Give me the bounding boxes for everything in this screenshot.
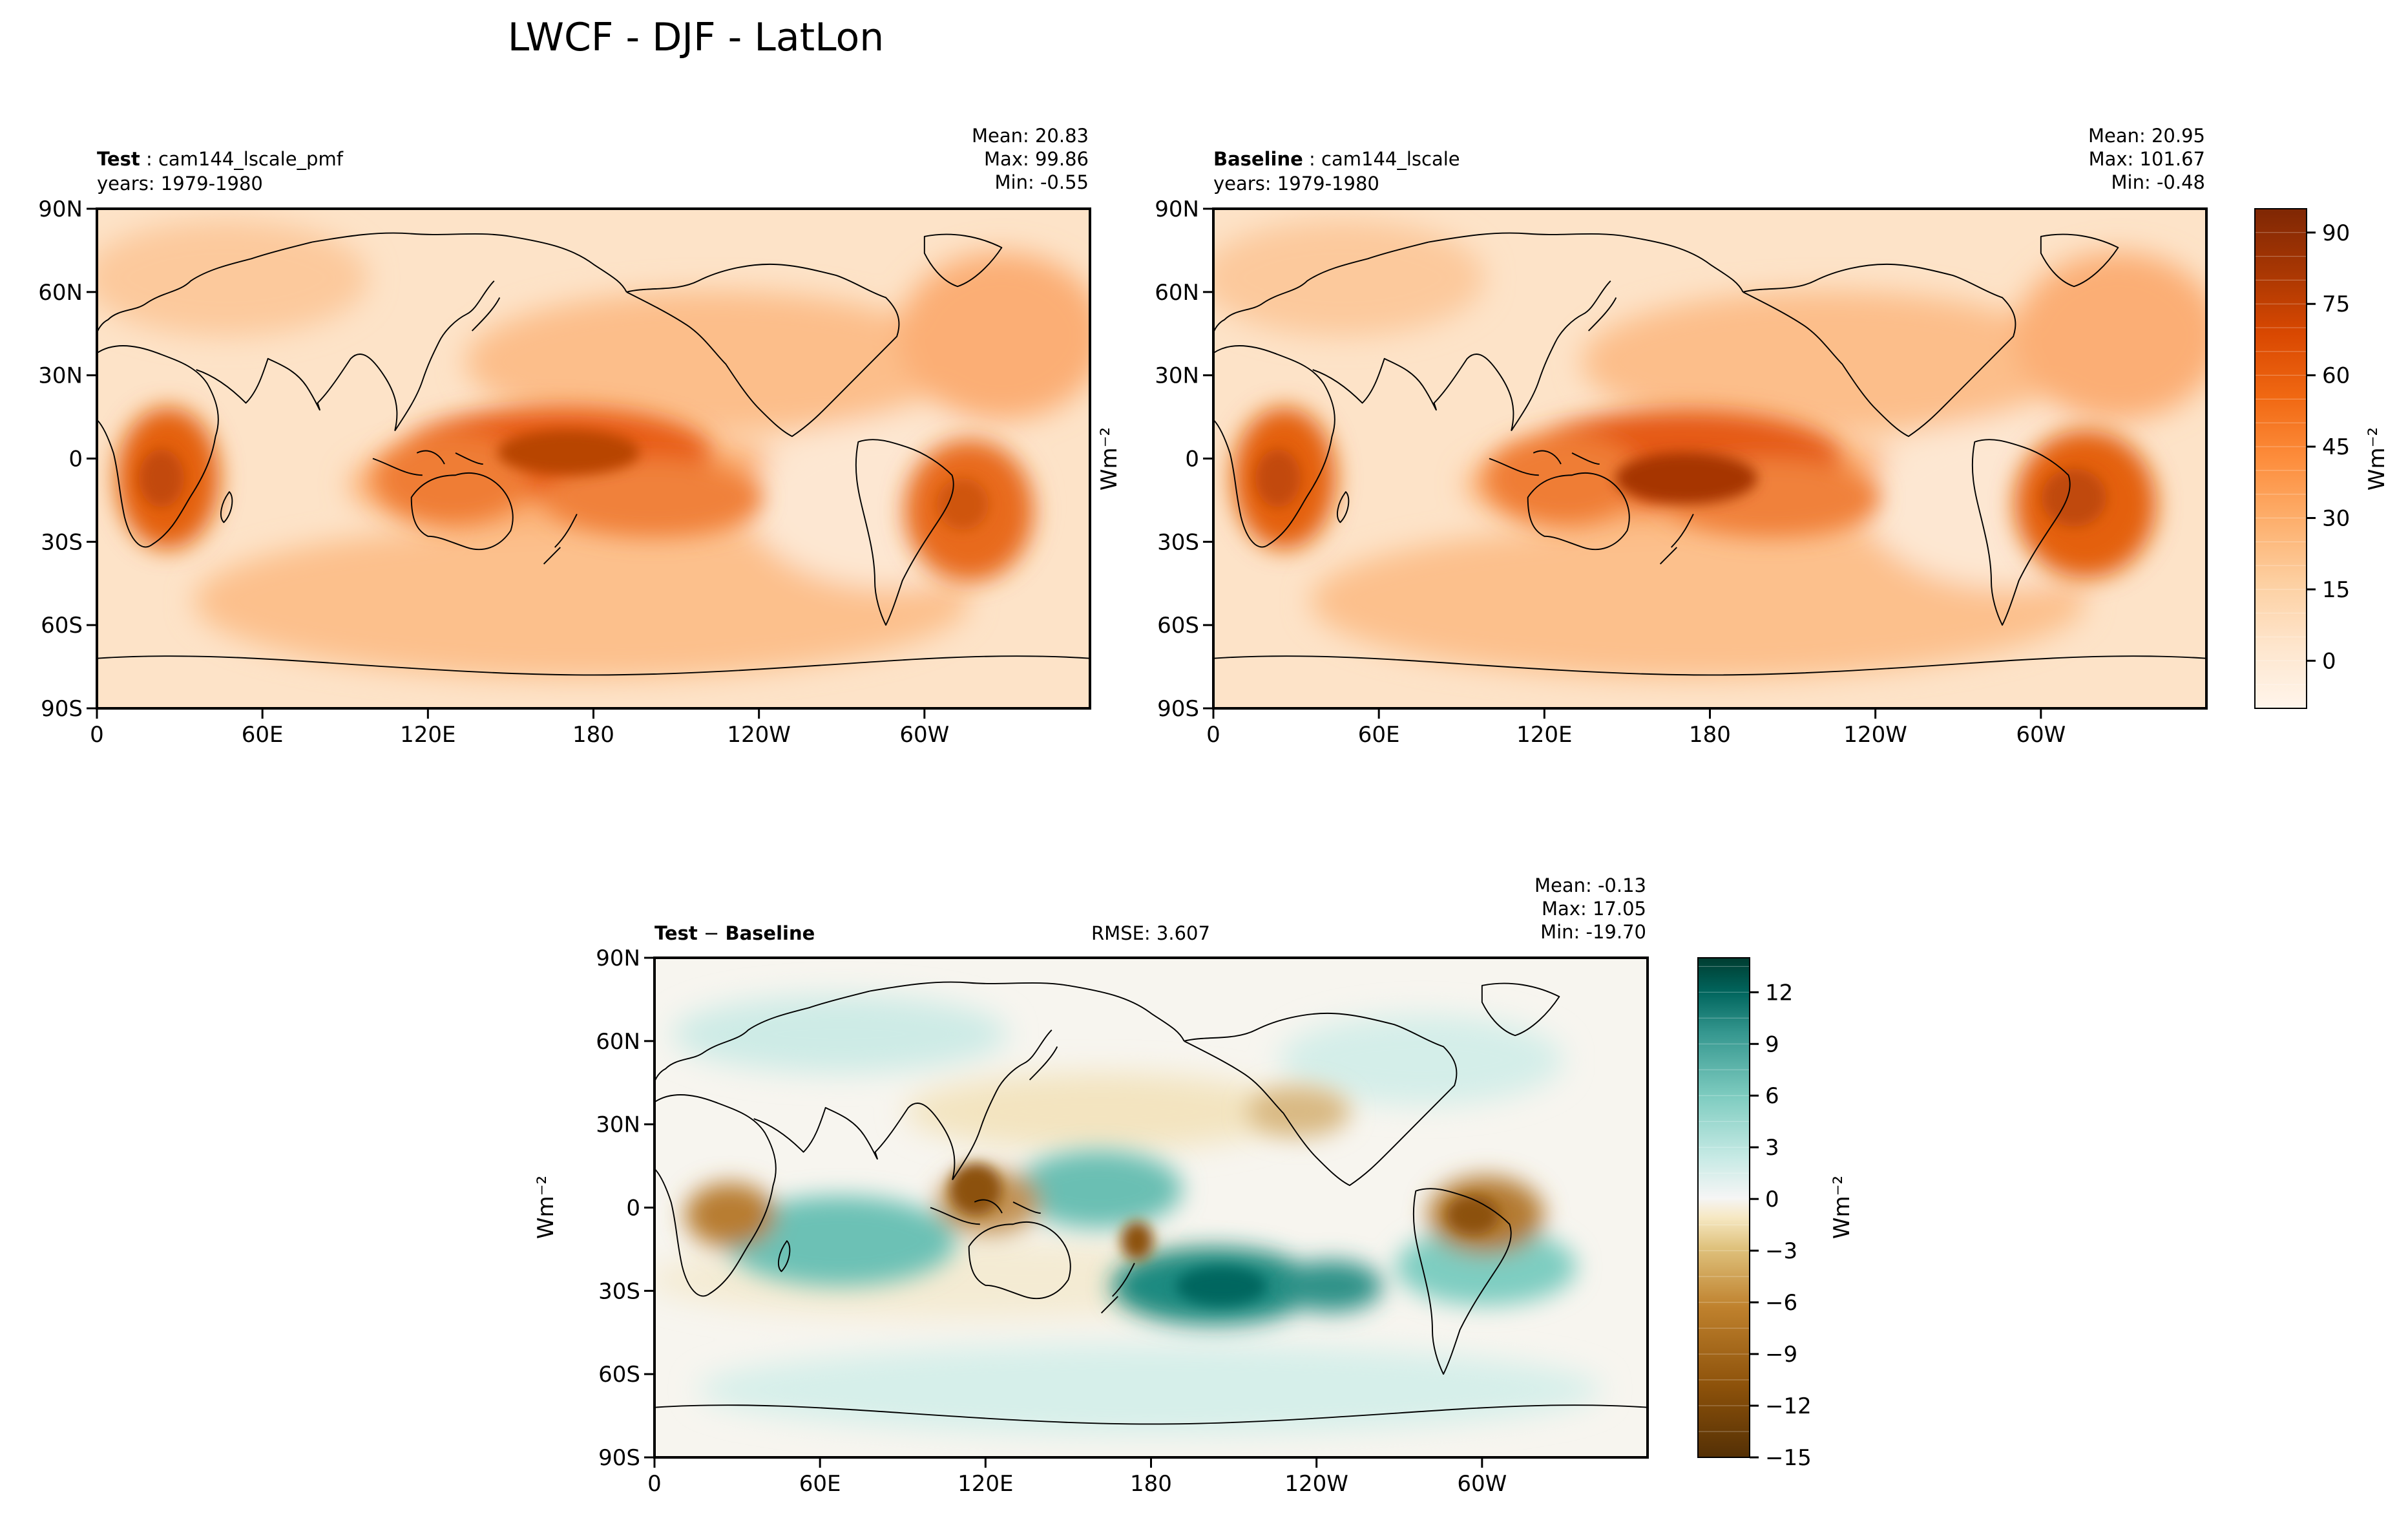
- y-tick-label: 90N: [1155, 196, 1199, 222]
- y-tick-label: 90S: [598, 1445, 640, 1471]
- y-tick-label: 60S: [598, 1362, 640, 1388]
- diff-ylabel: Wm⁻²: [533, 1176, 559, 1239]
- x-tick-label: 0: [90, 722, 104, 748]
- y-tick-label: 60S: [1157, 613, 1199, 639]
- y-tick-label: 30N: [596, 1112, 640, 1138]
- diff-stat-mean: Mean: -0.13: [1534, 874, 1646, 896]
- test-label: Test : cam144_lscale_pmf: [97, 148, 344, 170]
- colorbar-tick-label: 3: [1765, 1135, 1779, 1161]
- diff-map-field: [654, 958, 1648, 1457]
- x-tick-label: 60E: [1358, 722, 1400, 748]
- baseline-ylabel: Wm⁻²: [1096, 427, 1122, 491]
- baseline-map-field: [1213, 209, 2206, 708]
- diff-stat-max: Max: 17.05: [1542, 898, 1646, 920]
- y-tick-label: 30N: [38, 363, 83, 389]
- test-stat-min: Min: -0.55: [995, 171, 1089, 193]
- colorbar-tick-label: 60: [2322, 363, 2350, 389]
- test-stat-mean: Mean: 20.83: [972, 125, 1089, 147]
- colorbar-tick-label: −15: [1765, 1445, 1812, 1471]
- diff-label: Test − Baseline: [654, 922, 815, 944]
- colorbar-tick-label: 75: [2322, 291, 2350, 317]
- colorbar-tick-label: 12: [1765, 980, 1793, 1006]
- colorbar-tick-label: −6: [1765, 1290, 1797, 1316]
- x-tick-label: 180: [1689, 722, 1731, 748]
- y-tick-label: 30N: [1155, 363, 1199, 389]
- baseline-colorbar: 90 75 60 45 30 15 0 Wm⁻²: [2254, 208, 2390, 709]
- colorbar-tick-label: 6: [1765, 1083, 1779, 1109]
- y-tick-label: 30S: [41, 529, 83, 555]
- y-tick-label: 90N: [38, 196, 83, 222]
- x-tick-label: 60W: [2016, 722, 2066, 748]
- x-tick-label: 120E: [958, 1471, 1013, 1497]
- y-tick-label: 30S: [1157, 529, 1199, 555]
- y-tick-label: 60N: [596, 1029, 640, 1055]
- y-tick-label: 60N: [38, 280, 83, 306]
- y-tick-label: 90N: [596, 946, 640, 971]
- y-tick-label: 0: [626, 1196, 640, 1221]
- colorbar-tick-label: 0: [1765, 1187, 1779, 1212]
- x-tick-label: 120W: [1843, 722, 1907, 748]
- colorbar-tick-label: −3: [1765, 1238, 1797, 1264]
- baseline-stat-min: Min: -0.48: [2111, 171, 2205, 193]
- baseline-stat-mean: Mean: 20.95: [2088, 125, 2205, 147]
- colorbar-tick-label: 30: [2322, 506, 2350, 532]
- y-tick-label: 0: [1185, 447, 1199, 472]
- y-tick-label: 30S: [598, 1278, 640, 1304]
- baseline-panel: Baseline : cam144_lscale years: 1979-198…: [1096, 125, 2208, 748]
- x-tick-label: 120W: [727, 722, 791, 748]
- colorbar-tick-label: 0: [2322, 648, 2336, 674]
- colorbar-label-div: Wm⁻²: [1829, 1176, 1855, 1239]
- x-tick-label: 60E: [242, 722, 284, 748]
- baseline-label: Baseline : cam144_lscale: [1213, 148, 1460, 170]
- x-tick-label: 120E: [400, 722, 455, 748]
- difference-panel: Test − Baseline RMSE: 3.607 Mean: -0.13 …: [533, 874, 1649, 1497]
- colorbar-tick-label: 45: [2322, 434, 2350, 460]
- colorbar-tick-label: 90: [2322, 220, 2350, 246]
- diff-rmse: RMSE: 3.607: [1091, 922, 1210, 944]
- baseline-years: years: 1979-1980: [1213, 173, 1379, 195]
- test-panel: Test : cam144_lscale_pmf years: 1979-198…: [38, 125, 1091, 748]
- colorbar-tick-label: 9: [1765, 1031, 1779, 1057]
- x-tick-label: 120W: [1284, 1471, 1348, 1497]
- y-tick-label: 0: [68, 447, 83, 472]
- y-tick-label: 60N: [1155, 280, 1199, 306]
- figure-title: LWCF - DJF - LatLon: [508, 15, 884, 60]
- x-tick-label: 60E: [799, 1471, 841, 1497]
- test-stat-max: Max: 99.86: [984, 148, 1089, 170]
- colorbar-label-seq: Wm⁻²: [2364, 427, 2390, 491]
- test-years: years: 1979-1980: [97, 173, 263, 195]
- baseline-stat-max: Max: 101.67: [2089, 148, 2205, 170]
- colorbar-tick-label: −9: [1765, 1342, 1797, 1368]
- x-tick-label: 60W: [899, 722, 949, 748]
- x-tick-label: 120E: [1516, 722, 1572, 748]
- diff-stat-min: Min: -19.70: [1540, 921, 1646, 943]
- x-tick-label: 180: [1130, 1471, 1172, 1497]
- y-tick-label: 60S: [41, 613, 83, 639]
- y-tick-label: 90S: [41, 696, 83, 722]
- x-tick-label: 60W: [1457, 1471, 1507, 1497]
- colorbar-tick-label: −12: [1765, 1393, 1812, 1419]
- x-tick-label: 180: [572, 722, 614, 748]
- y-tick-label: 90S: [1157, 696, 1199, 722]
- difference-colorbar: 12 9 6 3 0 −3 −6 −9 −12 −15 Wm⁻²: [1697, 957, 1855, 1471]
- x-tick-label: 0: [1206, 722, 1220, 748]
- x-tick-label: 0: [647, 1471, 662, 1497]
- test-map-field: [97, 209, 1090, 708]
- colorbar-tick-label: 15: [2322, 577, 2350, 603]
